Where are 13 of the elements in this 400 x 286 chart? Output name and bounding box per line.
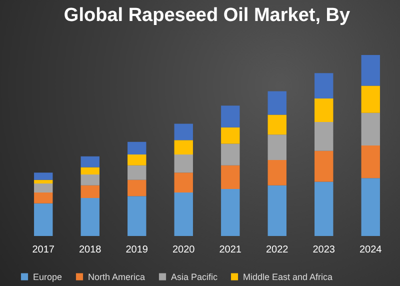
legend-label: Asia Pacific	[171, 272, 218, 282]
x-tick-label: 2020	[172, 244, 196, 256]
chart-title: Global Rapeseed Oil Market, By	[64, 5, 351, 26]
x-tick-label: 2018	[79, 244, 102, 256]
legend-label: North America	[88, 272, 146, 282]
legend-label: Europe	[33, 272, 62, 282]
legend-label: Middle East and Africa	[243, 272, 333, 282]
x-tick-label: 2024	[360, 244, 382, 256]
x-tick-label: 2017	[32, 244, 55, 256]
x-tick-label: 2022	[266, 244, 289, 256]
x-tick-label: 2021	[219, 244, 242, 256]
x-tick-label: 2019	[126, 244, 148, 256]
x-tick-label: 2023	[312, 244, 336, 256]
